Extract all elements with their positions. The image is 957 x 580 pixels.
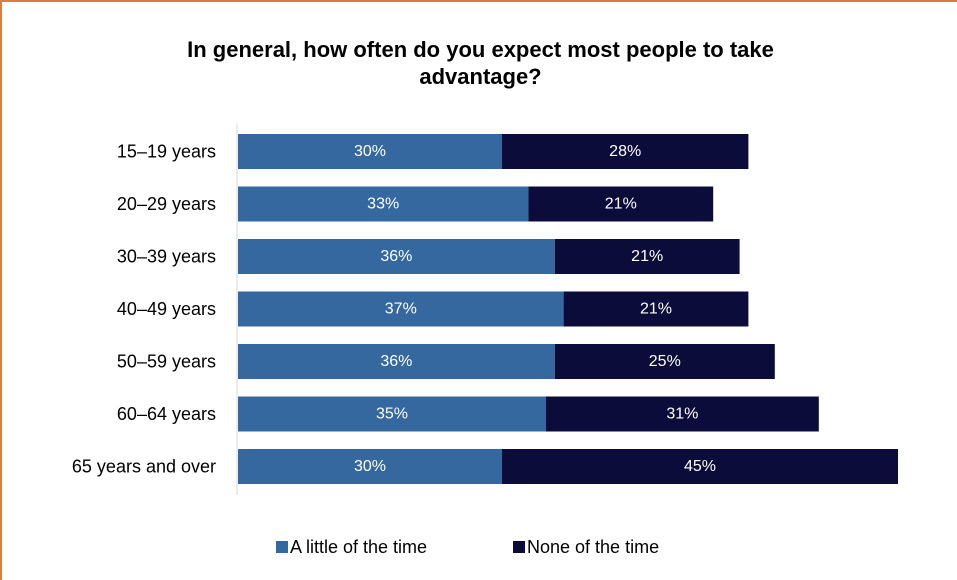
bar-segment-none	[502, 449, 898, 484]
data-label: 31%	[666, 406, 698, 423]
data-label: 36%	[380, 248, 412, 265]
bar-segment-none	[546, 396, 819, 432]
legend-label: A little of the time	[290, 537, 427, 557]
bar-segment-none	[554, 239, 740, 274]
bar-segment-none	[502, 134, 749, 169]
bar-segment-a-little	[238, 449, 502, 484]
category-label: 50–59 years	[117, 352, 216, 372]
chart-title-line-1: In general, how often do you expect most…	[187, 37, 774, 62]
bar-segment-a-little	[238, 291, 564, 327]
bar-segment-a-little	[238, 396, 546, 432]
data-label: 45%	[684, 458, 716, 475]
category-label: 65 years and over	[72, 457, 216, 477]
data-label: 30%	[354, 458, 386, 475]
data-label: 21%	[605, 196, 637, 213]
category-label: 15–19 years	[117, 142, 216, 162]
category-label: 30–39 years	[117, 247, 216, 267]
bar-segment-a-little	[238, 186, 529, 222]
category-labels-group: 15–19 years 20–29 years 30–39 years 40–49 y…	[72, 142, 216, 477]
data-label: 21%	[631, 248, 663, 265]
data-label: 30%	[354, 143, 386, 160]
category-label: 60–64 years	[117, 404, 216, 424]
bar-segment-a-little	[238, 239, 555, 274]
data-label: 28%	[609, 143, 641, 160]
data-label: 21%	[640, 301, 672, 318]
bar-segment-a-little	[238, 134, 502, 169]
data-label: 36%	[380, 353, 412, 370]
bar-segment-none	[528, 186, 714, 222]
legend: A little of the time None of the time	[276, 537, 659, 557]
data-label: 33%	[367, 196, 399, 213]
chart-title: In general, how often do you expect most…	[2, 36, 957, 90]
category-label: 20–29 years	[117, 194, 216, 214]
data-label: 37%	[385, 301, 417, 318]
bar-segment-none	[563, 291, 749, 327]
legend-swatch	[513, 541, 525, 553]
legend-label: None of the time	[527, 537, 659, 557]
bar-segment-a-little	[238, 344, 555, 379]
category-label: 40–49 years	[117, 299, 216, 319]
legend-swatch	[276, 541, 288, 553]
chart-title-line-2: advantage?	[419, 64, 542, 89]
data-label: 35%	[376, 406, 408, 423]
bars-group: 30% 28% 33% 21% 36% 21% 37% 21% 36% 25% 35% 31% 30% 4…	[238, 134, 898, 484]
data-label: 25%	[649, 353, 681, 370]
bar-segment-none	[554, 344, 775, 379]
